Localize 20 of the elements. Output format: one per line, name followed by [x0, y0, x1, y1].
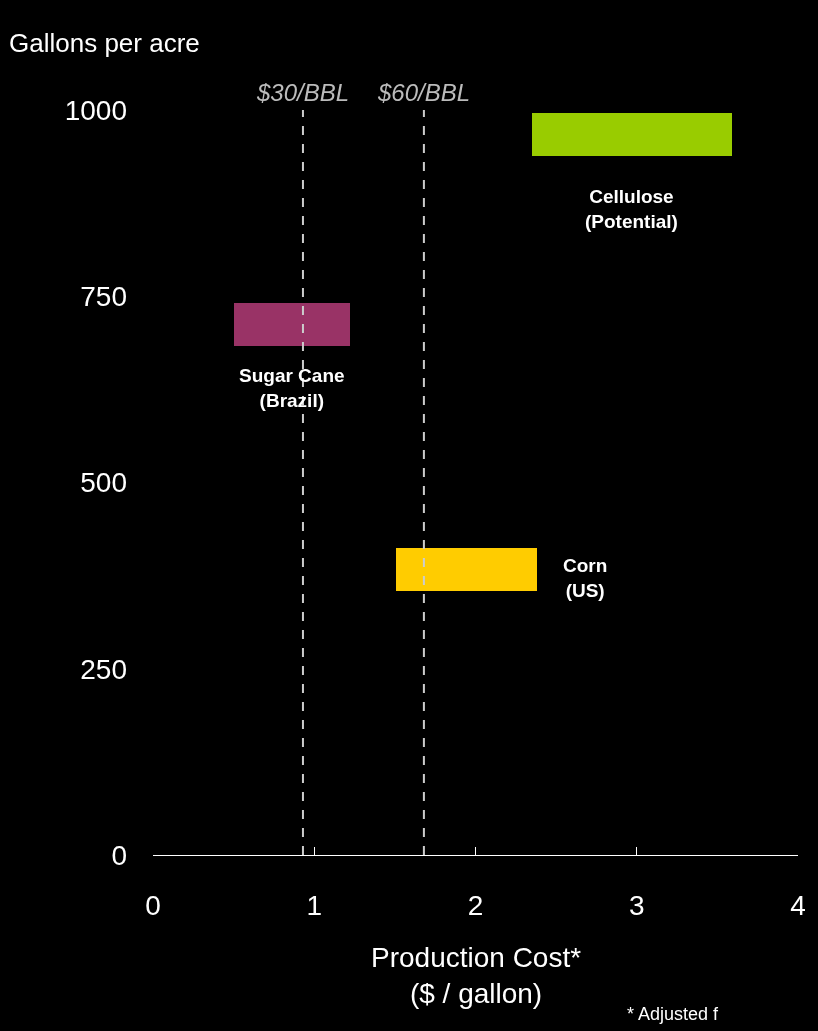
y-axis-title: Gallons per acre [9, 28, 200, 58]
x-tick-label: 0 [145, 889, 161, 921]
y-tick-label: 0 [111, 839, 127, 871]
y-tick-label: 750 [80, 281, 127, 313]
bar [234, 303, 350, 346]
x-tick-label: 2 [467, 889, 484, 921]
x-tick-label: 4 [790, 889, 806, 921]
ref-line-label: $30/BBL [256, 79, 350, 106]
bar [532, 113, 732, 156]
x-tick-label: 1 [306, 889, 323, 921]
y-tick-label: 250 [80, 653, 127, 685]
text: * Adjusted f [627, 1004, 720, 1024]
y-tick-label: 1000 [64, 94, 127, 126]
y-tick-label: 500 [80, 467, 127, 499]
x-tick-label: 3 [628, 889, 645, 921]
annotation: Cellulose (Potential) [585, 186, 678, 232]
ref-line-label: $60/BBL [377, 79, 471, 106]
x-axis-title: Production Cost* ($ / gallon) [371, 942, 582, 1010]
annotation: Corn (US) [563, 555, 608, 601]
bar [396, 548, 537, 591]
